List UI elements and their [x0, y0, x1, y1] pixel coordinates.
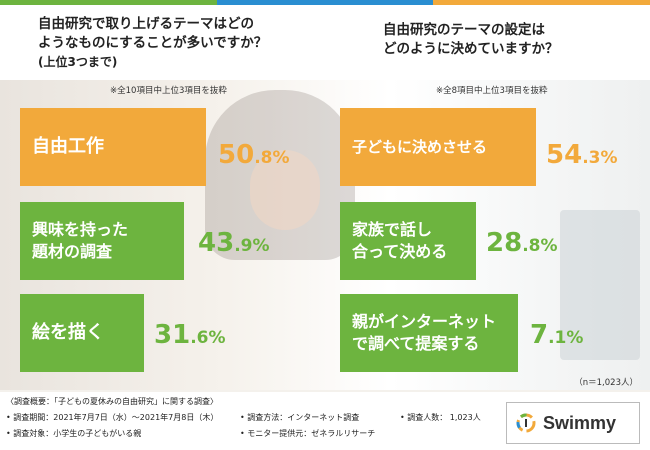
right-category-label-3: で調べて提案する: [352, 334, 480, 353]
survey-target: • 調査対象：小学生の子どもがいる親: [6, 429, 142, 438]
question-right: 自由研究のテーマの設定は どのように決めていますか？: [383, 21, 643, 59]
right-category-label-3: 親がインターネット: [352, 312, 497, 331]
question-left-line2: ようなものにすることが多いですか？: [38, 35, 268, 51]
photo-girl-face: [250, 150, 320, 230]
note-left: ※全10項目中上位3項目を抜粋: [110, 86, 227, 96]
survey-provider: • モニター提供元：ゼネラルリサーチ: [240, 429, 376, 438]
left-category-label-2: 題材の調査: [32, 242, 113, 261]
color-bar-orange: [433, 0, 650, 5]
right-category-label-1: 子どもに決めさせる: [352, 137, 488, 156]
color-bar-blue: [217, 0, 433, 5]
right-category-label-2: 合って決める: [352, 242, 448, 261]
question-right-line1: 自由研究のテーマの設定は: [383, 22, 545, 38]
right-category-label-2: 家族で話し: [352, 220, 433, 239]
right-category-box-1: 子どもに決めさせる: [340, 108, 536, 186]
question-left: 自由研究で取り上げるテーマはどの ようなものにすることが多いですか？ (上位3つ…: [38, 15, 338, 72]
right-value-label-1: 54.3%: [546, 140, 618, 170]
right-value-label-3: 7.1%: [530, 320, 584, 350]
photo-laptop: [560, 210, 640, 360]
swimmy-logo-icon: [516, 413, 536, 433]
question-left-line1: 自由研究で取り上げるテーマはどの: [38, 16, 254, 32]
swimmy-logo: Swimmy: [506, 402, 640, 444]
left-category-label-1: 自由工作: [32, 136, 104, 157]
question-left-sub: (上位3つまで): [38, 55, 118, 69]
color-bar-green: [0, 0, 217, 5]
left-value-label-3: 31.6%: [154, 320, 226, 350]
left-category-label-3: 絵を描く: [32, 322, 104, 343]
header: 自由研究で取り上げるテーマはどの ようなものにすることが多いですか？ (上位3つ…: [0, 5, 650, 80]
right-category-box-2: 家族で話し合って決める: [340, 202, 476, 280]
swimmy-logo-text: Swimmy: [543, 412, 617, 433]
note-right: ※全8項目中上位3項目を抜粋: [436, 86, 548, 96]
left-category-box-2: 興味を持った 題材の調査: [20, 202, 184, 280]
left-value-label-2: 43.9%: [198, 228, 270, 258]
question-right-line2: どのように決めていますか？: [383, 41, 559, 57]
color-bar: [0, 0, 650, 5]
survey-overview: 〈調査概要：「子どもの夏休みの自由研究」に関する調査〉: [6, 397, 218, 406]
sample-size: （n＝1,023人）: [574, 378, 638, 388]
survey-method: • 調査方法：インターネット調査: [240, 413, 360, 422]
right-category-box-3: 親がインターネット で調べて提案する: [340, 294, 518, 372]
left-value-label-1: 50.8%: [218, 140, 290, 170]
left-category-box-3: 絵を描く: [20, 294, 144, 372]
survey-period: • 調査期間：2021年7月7日（水）〜2021年7月8日（木）: [6, 413, 219, 422]
left-category-label-2: 興味を持った: [32, 220, 129, 239]
right-value-label-2: 28.8%: [486, 228, 558, 258]
survey-count: • 調査人数： 1,023人: [400, 413, 481, 422]
left-category-box-1: 自由工作: [20, 108, 206, 186]
